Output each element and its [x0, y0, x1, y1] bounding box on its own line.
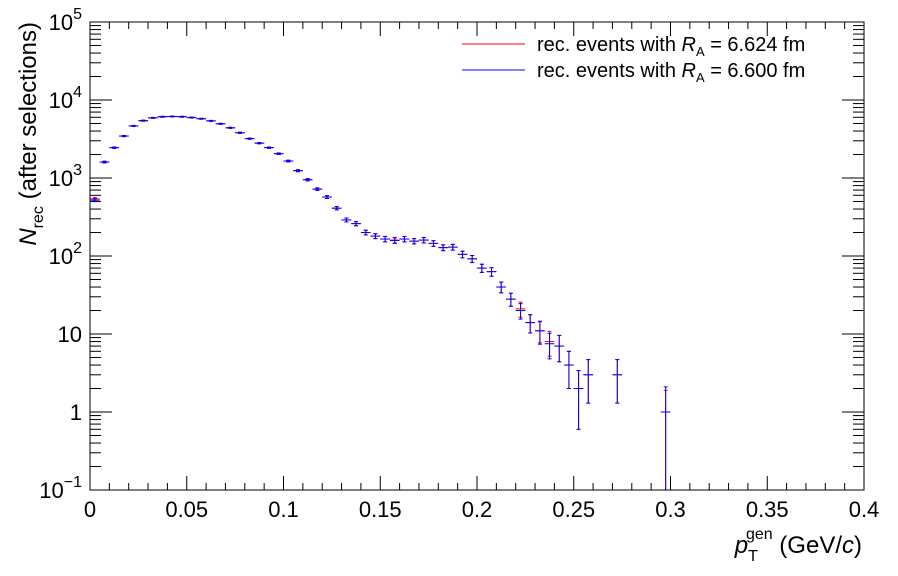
legend-label: rec. events with RA = 6.600 fm — [537, 60, 805, 85]
legend-sub: A — [696, 70, 705, 85]
legend-label: rec. events with RA = 6.624 fm — [537, 34, 805, 59]
x-tick-label: 0.2 — [462, 497, 493, 522]
y-tick-base: 10 — [49, 88, 73, 113]
y-tick-exponent: 2 — [73, 240, 82, 257]
y-tick-label: 102 — [49, 240, 82, 269]
y-title-part: rec — [30, 206, 47, 228]
x-tick-label: 0.4 — [849, 497, 880, 522]
legend-var: R — [682, 34, 696, 56]
legend-text: = 6.600 fm — [705, 60, 806, 82]
y-tick-label: 10−1 — [39, 474, 82, 503]
x-tick-label: 0.25 — [552, 497, 595, 522]
x-title-part: c — [842, 532, 854, 559]
frame — [89, 21, 865, 491]
x-tick-label: 0.3 — [655, 497, 686, 522]
y-tick-label: 105 — [49, 6, 82, 35]
x-title-part: (GeV/ — [773, 532, 843, 559]
x-title-part: p — [734, 532, 748, 559]
x-tick-label: 0 — [84, 497, 96, 522]
legend-sub: A — [696, 44, 705, 59]
x-axis-title: pTgen (GeV/c) — [734, 526, 862, 565]
x-tick-label: 0.15 — [359, 497, 402, 522]
y-title-part: (after selections) — [15, 22, 42, 206]
y-tick-label: 1 — [70, 400, 82, 425]
y-tick-exponent: −1 — [64, 474, 82, 491]
y-tick-exponent: 4 — [73, 84, 82, 101]
legend-var: R — [682, 60, 696, 82]
x-tick-label: 0.35 — [746, 497, 789, 522]
x-title-part: ) — [854, 532, 862, 559]
legend-text: = 6.624 fm — [705, 34, 806, 56]
axes: 0 0.05 0.1 0.15 0.2 0.25 0.3 0.35 0.410−11101021… — [39, 6, 879, 522]
y-tick-label: 104 — [49, 84, 82, 113]
x-tick-label: 0.05 — [165, 497, 208, 522]
y-tick-label: 10 — [58, 322, 82, 347]
x-tick-label: 0.1 — [268, 497, 299, 522]
plot-area — [90, 115, 671, 490]
legend-text: rec. events with — [537, 34, 682, 56]
y-title-part: N — [15, 228, 42, 246]
y-tick-exponent: 5 — [73, 6, 82, 23]
y-tick-base: 10 — [49, 244, 73, 269]
x-title-part: gen — [746, 526, 773, 543]
y-tick-base: 10 — [39, 478, 63, 503]
y-tick-base: 10 — [49, 166, 73, 191]
y-tick-exponent: 3 — [73, 162, 82, 179]
x-title-part: T — [748, 548, 758, 565]
y-axis-title: Nrec (after selections) — [15, 22, 47, 246]
y-tick-base: 10 — [49, 10, 73, 35]
y-tick-label: 103 — [49, 162, 82, 191]
legend-text: rec. events with — [537, 60, 682, 82]
